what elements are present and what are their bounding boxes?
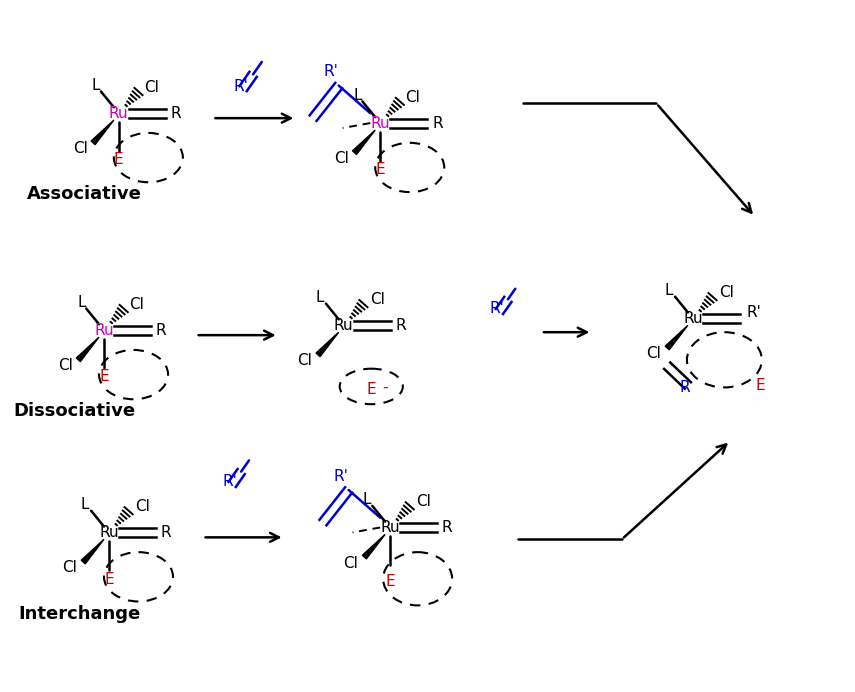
Polygon shape [81,539,104,564]
Text: Ru: Ru [333,318,353,333]
Polygon shape [363,534,385,559]
Text: Cl: Cl [129,297,144,312]
Text: R: R [161,525,171,540]
Text: E: E [99,369,109,384]
Text: Cl: Cl [343,556,358,570]
Text: Ru: Ru [109,106,128,120]
Text: R: R [680,380,690,395]
Text: Cl: Cl [334,151,349,166]
Polygon shape [665,325,688,349]
Text: L: L [315,290,324,305]
Text: R': R' [222,474,238,489]
Text: Ru: Ru [370,116,390,131]
Text: L: L [363,493,370,507]
Text: R: R [396,318,406,333]
Text: Cl: Cl [297,354,311,368]
Text: R': R' [323,64,339,80]
Text: R: R [432,116,443,131]
Text: Cl: Cl [135,500,150,514]
Text: R: R [442,520,452,535]
Text: Cl: Cl [416,494,431,509]
Polygon shape [91,120,114,145]
Text: Cl: Cl [62,561,77,576]
Text: L: L [81,498,90,512]
Text: R': R' [333,468,348,484]
Text: L: L [77,295,86,310]
Text: R': R' [233,79,248,93]
Text: Cl: Cl [646,347,661,361]
Text: E: E [386,574,395,590]
Text: E: E [375,162,385,177]
Text: Cl: Cl [405,90,420,105]
Text: Ru: Ru [683,311,703,326]
Text: Cl: Cl [369,292,385,307]
Text: E: E [114,152,124,167]
Text: L: L [91,78,100,93]
Text: R': R' [490,301,504,316]
Text: L: L [665,283,674,298]
Text: Cl: Cl [58,358,73,373]
Polygon shape [316,332,339,356]
Text: Cl: Cl [719,285,734,300]
Polygon shape [352,130,375,154]
Polygon shape [76,337,99,362]
Text: Ru: Ru [380,520,400,535]
Text: Ru: Ru [94,322,114,338]
Text: R: R [171,106,181,120]
Text: Associative: Associative [27,185,142,203]
Text: Cl: Cl [144,80,159,95]
Text: R': R' [746,305,762,320]
Text: E: E [104,572,114,588]
Text: Interchange: Interchange [18,606,140,623]
Text: -: - [382,380,388,395]
Text: Cl: Cl [73,141,88,156]
Text: R: R [156,322,167,338]
Text: E: E [367,382,376,397]
Text: E: E [755,378,764,393]
Text: L: L [353,88,362,103]
Text: Dissociative: Dissociative [14,402,135,420]
Text: Ru: Ru [99,525,119,540]
